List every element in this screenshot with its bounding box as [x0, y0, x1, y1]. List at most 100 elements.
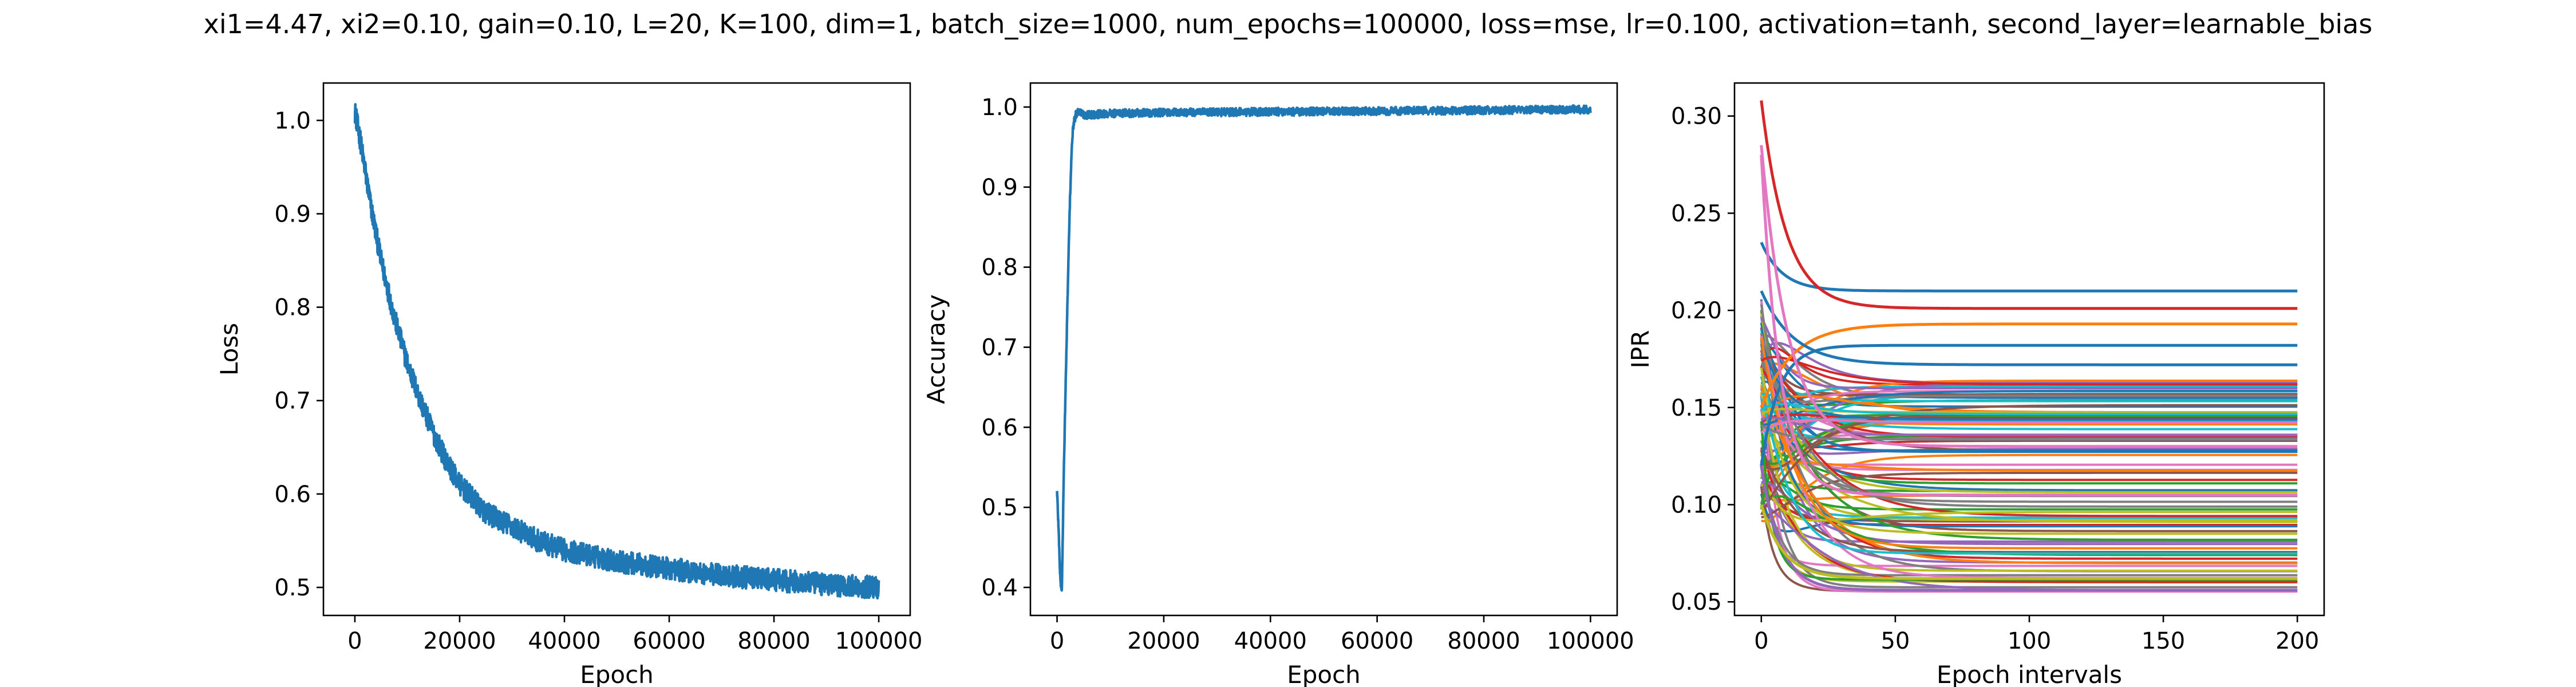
ipr-chart-series-line: [1760, 461, 2298, 475]
loss-chart-ytick-label: 0.6: [274, 481, 311, 508]
accuracy-chart-xtick-label: 20000: [1127, 628, 1200, 654]
ipr-chart-series-line: [1760, 322, 2298, 452]
ipr-chart-xtick-label: 50: [1880, 628, 1910, 654]
loss-chart: 0 20000 40000 60000 80000 100000 0.5 0.6 0.7 0.8 0…: [215, 82, 923, 687]
ipr-chart-series-line: [1760, 356, 2298, 386]
ipr-chart-ytick-label: 0.25: [1671, 200, 1722, 227]
accuracy-chart-ytick-label: 0.8: [981, 255, 1018, 281]
ipr-chart-series-line: [1760, 393, 2298, 449]
accuracy-chart-plot-area: [1056, 104, 1592, 592]
figure-suptitle: xi1=4.47, xi2=0.10, gain=0.10, L=20, K=1…: [204, 9, 2373, 40]
loss-chart-ytick-label: 0.7: [274, 388, 311, 414]
ipr-chart-series-line: [1760, 465, 2298, 592]
ipr-chart-ytick-label: 0.15: [1671, 395, 1722, 421]
ipr-chart-series-line: [1760, 409, 2298, 519]
ipr-chart-series-line: [1760, 155, 2298, 497]
ipr-chart-series-line: [1760, 342, 2298, 384]
loss-chart-ytick-label: 0.8: [274, 295, 311, 321]
ipr-chart-series-line: [1760, 313, 2298, 493]
accuracy-chart-xlabel: Epoch: [1287, 661, 1361, 687]
accuracy-chart: 0 20000 40000 60000 80000 100000 0.4 0.5 0.6 0.7 0…: [922, 82, 1634, 687]
ipr-chart-series-line: [1760, 393, 2298, 429]
ipr-chart-ytick-label: 0.10: [1671, 492, 1722, 519]
ipr-chart-series-line: [1761, 344, 2298, 453]
loss-chart-xlabel: Epoch: [580, 661, 654, 687]
ipr-chart-xlabel: Epoch intervals: [1937, 661, 2122, 687]
ipr-chart-series-line: [1760, 333, 2298, 508]
ipr-chart-xtick-label: 200: [2275, 628, 2319, 654]
ipr-chart-series-line: [1760, 290, 2298, 366]
ipr-chart-series-line: [1760, 464, 2298, 577]
ipr-chart-series-line: [1760, 424, 2298, 440]
loss-chart-xtick-label: 60000: [633, 628, 705, 654]
ipr-chart-series-line: [1760, 350, 2298, 481]
accuracy-chart-ytick-label: 0.9: [981, 175, 1018, 201]
ipr-chart-series-line: [1760, 242, 2298, 293]
ipr-chart-series-line: [1760, 417, 2298, 492]
accuracy-chart-xtick-label: 0: [1050, 628, 1064, 654]
loss-chart-xtick-label: 80000: [737, 628, 810, 654]
ipr-chart-series-line: [1760, 473, 2298, 522]
ipr-chart-series-line: [1760, 145, 2298, 448]
ipr-chart-series-line: [1760, 504, 2298, 580]
loss-chart-xtick-label: 100000: [835, 628, 923, 654]
loss-chart-ytick-label: 0.9: [274, 201, 311, 227]
loss-chart-xtick-label: 40000: [528, 628, 600, 654]
ipr-chart-series-line: [1760, 418, 2298, 434]
ipr-chart-series-line: [1760, 339, 2298, 421]
accuracy-chart-ytick-label: 0.7: [981, 335, 1018, 361]
ipr-chart-series-line: [1760, 414, 2298, 465]
ipr-chart-series-line: [1760, 367, 2298, 535]
ipr-chart-series-line: [1760, 391, 2298, 572]
ipr-chart-series-line: [1760, 398, 2298, 555]
ipr-chart-series-line: [1760, 299, 2298, 528]
ipr-chart-series-line: [1760, 449, 2298, 583]
ipr-chart-series-line: [1760, 404, 2298, 516]
ipr-chart-series-line: [1760, 366, 2298, 518]
ipr-chart-ytick-label: 0.30: [1671, 104, 1722, 130]
accuracy-chart-xtick-label: 60000: [1341, 628, 1413, 654]
ipr-chart-series-line: [1760, 304, 2298, 503]
ipr-chart-xtick-label: 150: [2142, 628, 2185, 654]
accuracy-chart-ylabel: Accuracy: [922, 294, 950, 404]
accuracy-chart-xtick-label: 80000: [1447, 628, 1520, 654]
ipr-chart-series-line: [1760, 425, 2298, 523]
loss-chart-series-line: [353, 102, 880, 600]
ipr-chart-series-line: [1760, 337, 2298, 550]
ipr-chart-xtick-label: 0: [1754, 628, 1768, 654]
ipr-chart-ylabel: IPR: [1626, 330, 1654, 369]
ipr-chart-series-line: [1760, 447, 2298, 554]
accuracy-chart-axes-frame: [1029, 82, 1618, 617]
ipr-chart-series-line: [1760, 322, 2298, 408]
loss-chart-ylabel: Loss: [215, 323, 243, 376]
ipr-chart-plot-area: [1760, 100, 2298, 593]
loss-chart-plot-area: [353, 102, 880, 600]
ipr-chart-series-line: [1760, 388, 2298, 455]
loss-chart-xtick-label: 0: [347, 628, 362, 654]
ipr-chart-series-line: [1760, 344, 2298, 466]
accuracy-chart-xtick-label: 100000: [1547, 628, 1634, 654]
loss-chart-axes-frame: [322, 82, 911, 617]
ipr-chart-series-line: [1760, 317, 2298, 390]
loss-chart-ytick-label: 0.5: [274, 575, 311, 601]
ipr-chart-ytick-label: 0.20: [1671, 298, 1722, 324]
ipr-chart-series-line: [1760, 402, 2298, 416]
accuracy-chart-xtick-label: 40000: [1234, 628, 1307, 654]
loss-chart-ytick-label: 1.0: [274, 108, 311, 134]
accuracy-chart-ytick-label: 0.4: [981, 575, 1018, 601]
accuracy-chart-series-line: [1056, 104, 1592, 592]
loss-chart-xtick-label: 20000: [423, 628, 496, 654]
accuracy-chart-ytick-label: 1.0: [981, 94, 1018, 121]
ipr-chart-series-line: [1760, 451, 2298, 466]
ipr-chart-ytick-label: 0.05: [1671, 589, 1722, 615]
ipr-chart-series-line: [1760, 416, 2298, 437]
ipr-chart-xtick-label: 100: [2008, 628, 2051, 654]
ipr-chart-series-line: [1761, 389, 2298, 427]
ipr-chart-series-line: [1760, 309, 2298, 541]
ipr-chart: 0 50 100 150 200 0.05 0.10 0.15 0.20 0.25 0.30 Epoc…: [1626, 82, 2325, 687]
ipr-chart-series-line: [1761, 471, 2298, 519]
ipr-chart-series-line: [1760, 100, 2298, 310]
ipr-chart-series-line: [1760, 339, 2298, 589]
accuracy-chart-ytick-label: 0.5: [981, 495, 1018, 521]
